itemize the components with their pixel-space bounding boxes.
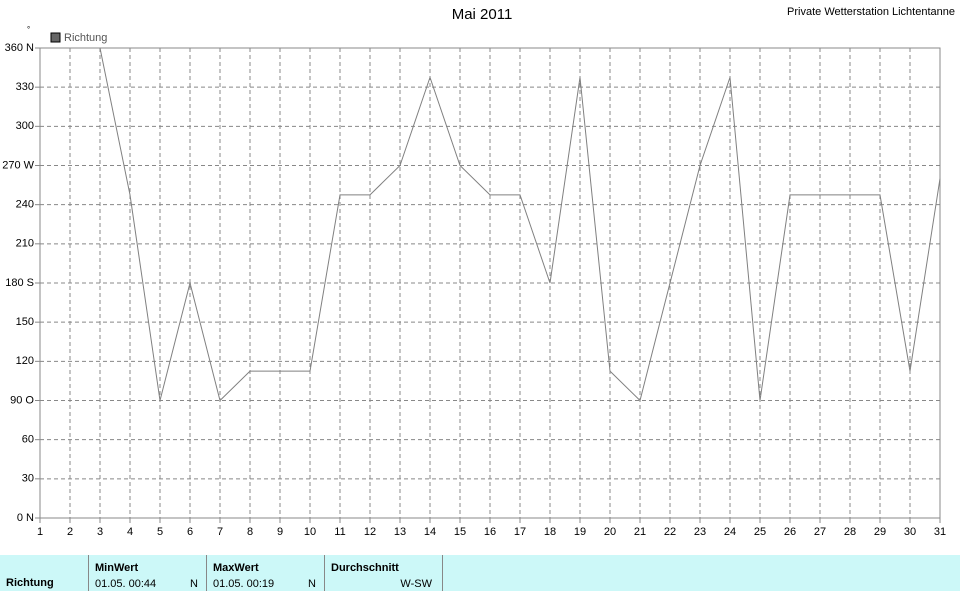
x-tick-label: 2 [67,526,73,538]
max-header: MaxWert [213,562,259,574]
x-tick-label: 9 [277,526,283,538]
x-tick-label: 24 [724,526,736,538]
y-tick-label: 60 [22,434,34,446]
x-tick-label: 10 [304,526,316,538]
y-tick-label: 330 [16,81,34,93]
y-tick-label: 360 N [5,42,34,54]
x-tick-label: 5 [157,526,163,538]
avg-value: W-SW [400,578,432,590]
min-time: 01.05. 00:44 [95,578,157,590]
x-tick-label: 29 [874,526,886,538]
max-col: MaxWert 01.05. 00:19 N [207,555,325,591]
avg-header: Durchschnitt [331,562,399,574]
y-tick-label: 90 O [10,394,34,406]
x-tick-label: 8 [247,526,253,538]
chart: Mai 2011 Private Wetterstation Lichtenta… [2,6,955,538]
y-tick-label: 210 [16,238,34,250]
x-tick-label: 6 [187,526,193,538]
x-tick-label: 15 [454,526,466,538]
x-tick-label: 25 [754,526,766,538]
x-tick-label: 18 [544,526,556,538]
x-tick-label: 31 [934,526,946,538]
legend-label: Richtung [64,32,107,44]
x-tick-label: 11 [334,526,345,538]
avg-col: Durchschnitt W-SW [325,555,443,591]
y-unit: ° [27,25,30,34]
x-tick-label: 7 [217,526,223,538]
x-tick-label: 30 [904,526,916,538]
x-tick-label: 23 [694,526,706,538]
legend-swatch [50,32,61,43]
x-tick-label: 13 [394,526,406,538]
y-tick-label: 30 [22,473,34,485]
x-tick-label: 4 [127,526,133,538]
chart-title: Mai 2011 [452,6,513,23]
y-tick-label: 150 [16,316,34,328]
y-tick-label: 120 [16,355,34,367]
x-tick-label: 1 [37,526,43,538]
summary-panel: Richtung MinWert 01.05. 00:44 N MaxWert 01.… [0,555,960,591]
station-name: Private Wetterstation Lichtentanne [787,6,955,18]
x-tick-label: 27 [814,526,826,538]
plot-frame [39,47,941,519]
x-tick-label: 26 [784,526,796,538]
x-tick-label: 22 [664,526,676,538]
min-dir: N [190,578,198,590]
x-tick-label: 17 [514,526,526,538]
y-tick-label: 300 [16,120,34,132]
min-header: MinWert [95,562,139,574]
max-time: 01.05. 00:19 [213,578,275,590]
x-tick-label: 14 [424,526,436,538]
min-col: MinWert 01.05. 00:44 N [89,555,207,591]
x-tick-label: 21 [634,526,646,538]
x-tick-label: 28 [844,526,856,538]
max-dir: N [308,578,316,590]
x-tick-label: 20 [604,526,616,538]
x-tick-label: 16 [484,526,496,538]
y-tick-label: 180 S [5,277,34,289]
y-tick-label: 270 W [2,159,34,171]
x-tick-label: 12 [364,526,376,538]
row-label-col: Richtung [0,555,89,591]
x-tick-label: 3 [97,526,103,538]
x-tick-label: 19 [574,526,586,538]
y-tick-label: 0 N [17,512,34,524]
row-label: Richtung [6,577,54,589]
y-tick-label: 240 [16,199,34,211]
series-line [99,47,941,402]
